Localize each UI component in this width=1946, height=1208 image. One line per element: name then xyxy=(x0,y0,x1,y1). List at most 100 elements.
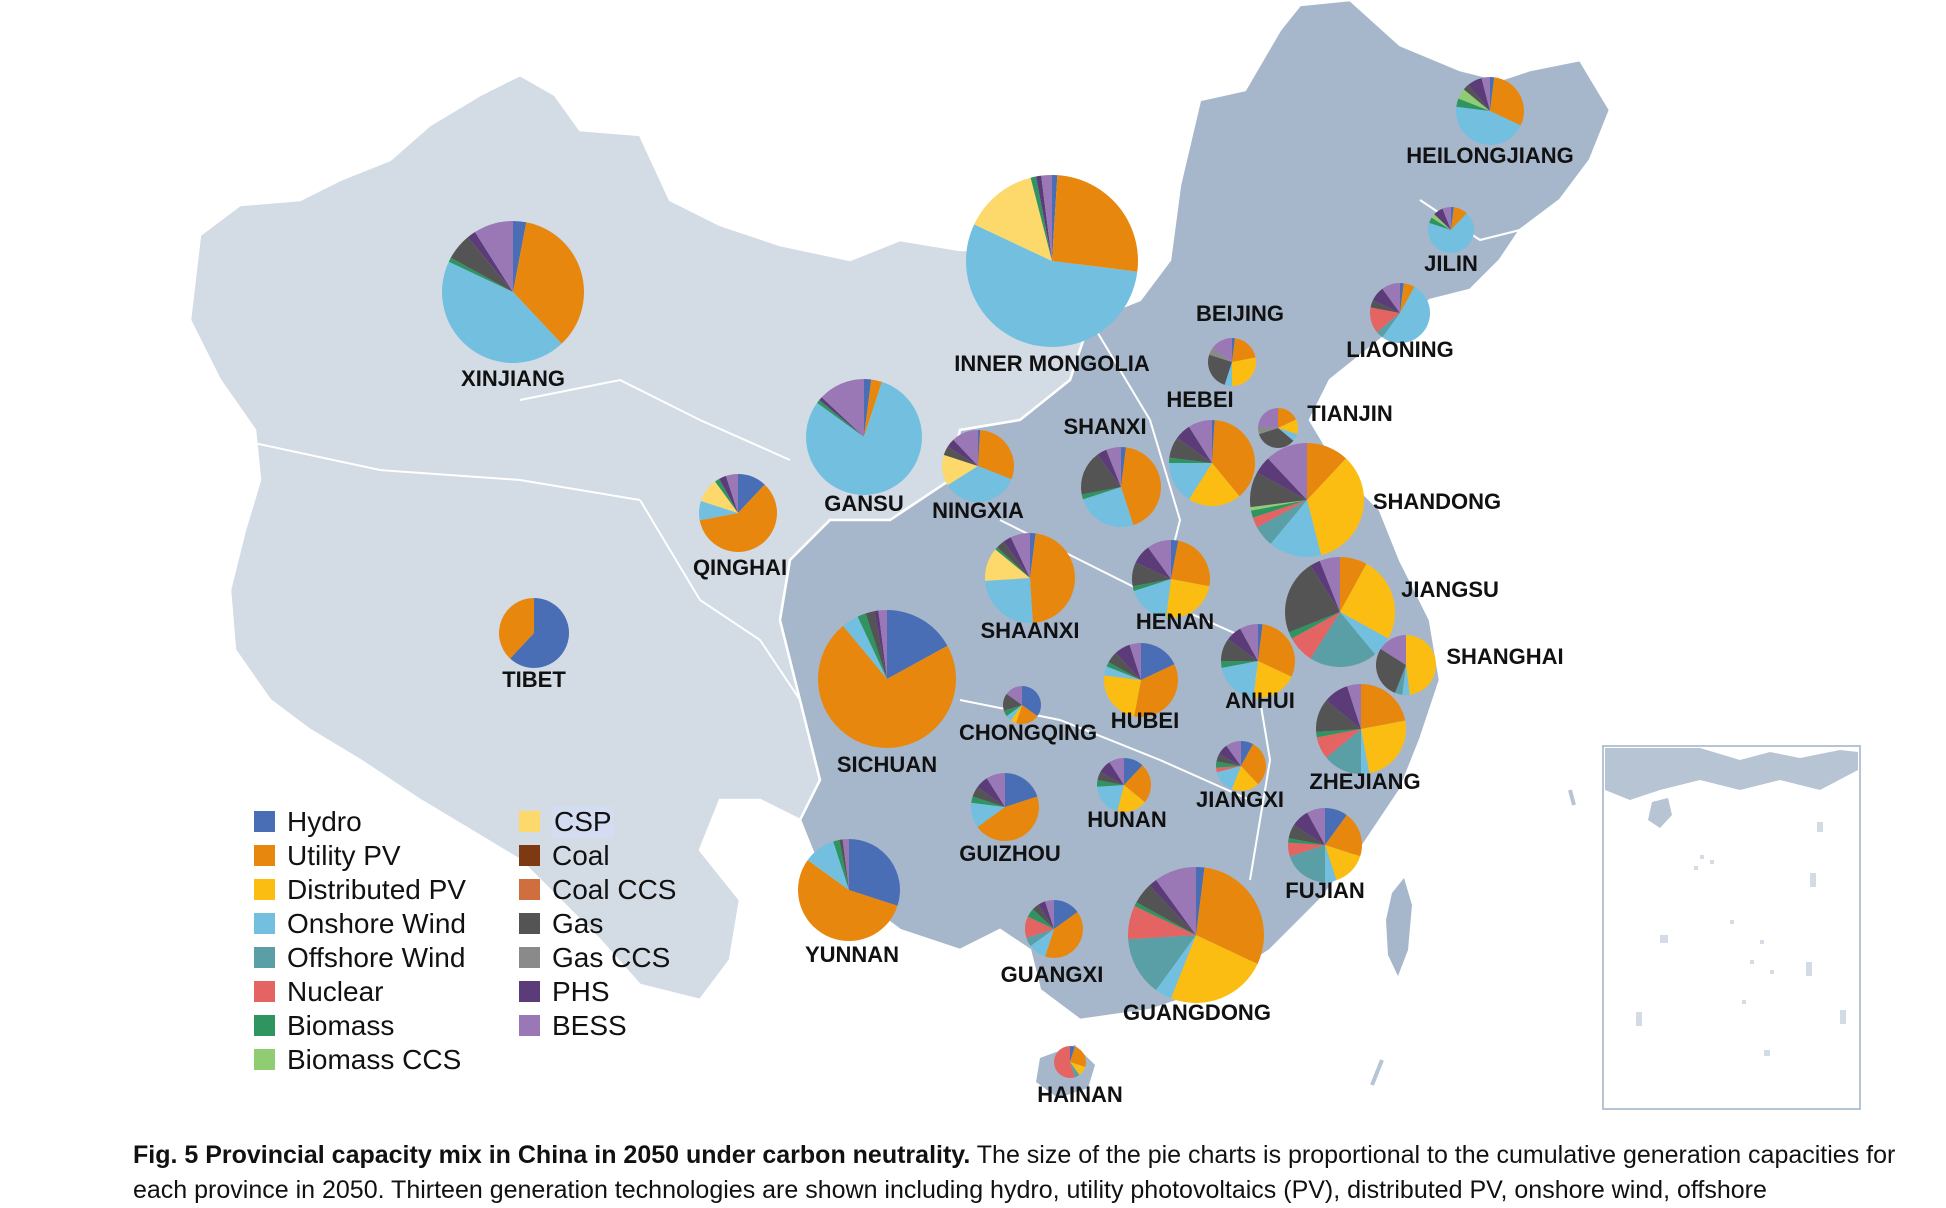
legend-swatch xyxy=(254,947,275,968)
slice-guangdong-biomass xyxy=(1134,902,1196,935)
slice-anhui-phs xyxy=(1228,628,1258,661)
slice-hainan-nuclear xyxy=(1054,1046,1075,1079)
slice-shaanxi-gas xyxy=(997,541,1030,578)
slice-beijing-onshore-wind xyxy=(1224,362,1232,386)
slice-shandong-distributed-pv xyxy=(1307,458,1365,556)
slice-hubei-onshore-wind xyxy=(1104,666,1141,680)
label-fujian: FUJIAN xyxy=(1285,878,1364,903)
inset-map xyxy=(1602,745,1861,1110)
slice-anhui-utility-pv xyxy=(1258,624,1296,677)
label-sichuan: SICHUAN xyxy=(837,752,937,777)
slice-hunan-gas xyxy=(1097,771,1124,785)
slice-yunnan-onshore-wind xyxy=(807,841,849,890)
slice-gansu-phs xyxy=(819,397,864,437)
slice-hebei-phs xyxy=(1177,426,1212,463)
legend-label: BESS xyxy=(552,1009,627,1041)
slice-shandong-bess xyxy=(1267,443,1307,500)
slice-qinghai-hydro xyxy=(738,474,765,513)
pie-jiangsu xyxy=(1284,557,1396,668)
legend-item-phs: PHS xyxy=(519,976,719,1007)
pie-guangxi xyxy=(1025,900,1084,958)
label-hunan: HUNAN xyxy=(1087,807,1166,832)
legend-label: CSP xyxy=(552,805,614,838)
slice-shaanxi-onshore-wind xyxy=(985,578,1033,623)
slice-fujian-phs xyxy=(1293,812,1325,845)
slice-fujian-bess xyxy=(1307,808,1325,845)
slice-gansu-utility-pv xyxy=(864,379,882,437)
slice-beijing-gas xyxy=(1207,354,1232,385)
legend: Hydro CSP Utility PV Coal Distributed PV Coal… xyxy=(254,805,719,1075)
legend-swatch xyxy=(519,1015,540,1036)
legend-item-offshore-wind: Offshore Wind xyxy=(254,942,519,973)
legend-label: Gas xyxy=(552,907,604,939)
legend-item-gas: Gas xyxy=(519,908,719,939)
slice-gansu-onshore-wind xyxy=(806,381,923,496)
slice-sichuan-hydro xyxy=(887,609,948,679)
legend-item-coal-ccs: Coal CCS xyxy=(519,874,719,905)
slice-tianjin-utility-pv xyxy=(1278,408,1297,428)
slice-guangdong-nuclear xyxy=(1127,906,1196,940)
slice-shanghai-distributed-pv xyxy=(1406,635,1436,695)
slice-jilin-biomass-ccs xyxy=(1431,214,1451,230)
slice-heilongjiang-gas xyxy=(1463,84,1490,111)
label-xinjiang: XINJIANG xyxy=(461,366,565,391)
legend-label: Utility PV xyxy=(287,839,401,871)
label-hubei: HUBEI xyxy=(1111,708,1179,733)
label-guangdong: GUANGDONG xyxy=(1123,1000,1271,1025)
pie-jilin xyxy=(1428,207,1475,254)
slice-yunnan-hydro xyxy=(849,839,900,906)
legend-label: Nuclear xyxy=(287,975,384,1007)
slice-shandong-gas xyxy=(1250,472,1307,508)
slice-hunan-biomass xyxy=(1096,779,1124,787)
slice-xinjiang-hydro xyxy=(513,221,527,292)
slice-guangxi-bess xyxy=(1045,900,1054,929)
slice-shanxi-phs xyxy=(1097,449,1121,487)
label-shaanxi: SHAANXI xyxy=(980,618,1079,643)
slice-ningxia-bess xyxy=(953,430,978,466)
slice-ningxia-hydro xyxy=(978,430,981,466)
slice-shanghai-offshore-wind xyxy=(1394,665,1406,695)
slice-shaanxi-utility-pv xyxy=(1030,533,1076,623)
label-anhui: ANHUI xyxy=(1225,688,1295,713)
legend-item-onshore-wind: Onshore Wind xyxy=(254,908,519,939)
legend-swatch xyxy=(519,845,540,866)
slice-hubei-distributed-pv xyxy=(1103,675,1141,717)
slice-shaanxi-biomass xyxy=(995,547,1030,578)
slice-shanxi-gas xyxy=(1081,454,1121,495)
legend-item-coal: Coal xyxy=(519,840,719,871)
pie-shanxi xyxy=(1081,447,1161,527)
slice-zhejiang-biomass xyxy=(1316,729,1361,738)
slice-henan-hydro xyxy=(1171,540,1179,579)
slice-guizhou-onshore-wind xyxy=(971,802,1005,827)
slice-sichuan-utility-pv xyxy=(818,625,957,748)
label-beijing: BEIJING xyxy=(1196,301,1284,326)
pie-beijing xyxy=(1207,338,1256,386)
pie-tianjin xyxy=(1258,408,1299,448)
slice-liaoning-gas xyxy=(1370,300,1400,313)
legend-swatch xyxy=(519,981,540,1002)
pie-jiangxi xyxy=(1216,740,1266,791)
slice-liaoning-hydro xyxy=(1400,283,1404,313)
slice-hebei-hydro xyxy=(1212,419,1215,463)
slice-guizhou-hydro xyxy=(1005,773,1038,807)
slice-guangdong-phs xyxy=(1149,879,1196,935)
pie-sichuan xyxy=(818,609,957,748)
taiwan-island xyxy=(1386,878,1412,976)
slice-zhejiang-phs xyxy=(1326,686,1361,729)
slice-gansu-hydro xyxy=(864,379,872,437)
slice-hubei-utility-pv xyxy=(1134,664,1178,717)
slice-hebei-bess xyxy=(1188,420,1212,463)
slice-jiangxi-phs xyxy=(1219,745,1241,766)
slice-inner-mongolia-hydro xyxy=(1052,175,1058,261)
slice-hainan-hydro xyxy=(1070,1046,1075,1062)
caption-text: The size of the pie charts is proportion… xyxy=(133,1141,1896,1204)
slice-jilin-onshore-wind xyxy=(1428,213,1475,254)
slice-guangxi-utility-pv xyxy=(1045,911,1084,958)
legend-label: Gas CCS xyxy=(552,941,671,973)
slice-shanxi-hydro xyxy=(1121,447,1127,487)
slice-hubei-biomass xyxy=(1106,662,1141,680)
slice-shandong-utility-pv xyxy=(1307,443,1347,500)
slice-beijing-hydro xyxy=(1232,338,1236,362)
pie-anhui xyxy=(1221,624,1296,699)
